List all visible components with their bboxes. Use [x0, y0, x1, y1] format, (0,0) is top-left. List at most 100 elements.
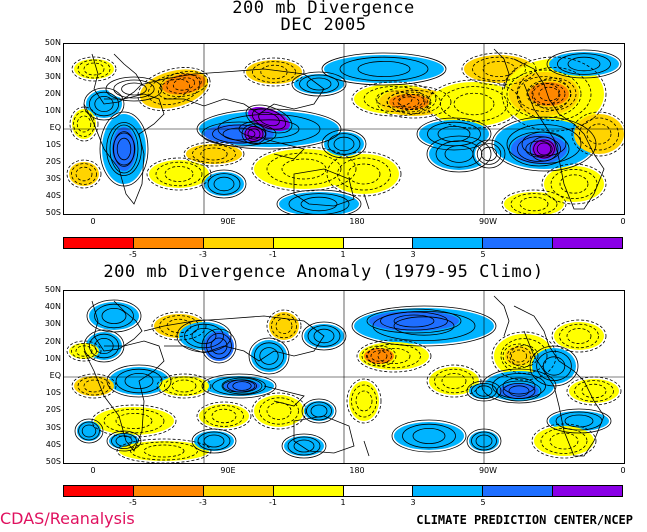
contour-line	[81, 424, 97, 438]
contour-line	[226, 379, 257, 393]
contour-region	[89, 302, 139, 330]
contour-line	[75, 345, 93, 357]
contour-line	[201, 328, 237, 364]
contour-line	[508, 131, 570, 167]
contour-line	[146, 157, 212, 191]
contour-line	[259, 397, 299, 425]
lat-tick-label: 50N	[44, 38, 61, 47]
contour-line	[502, 383, 536, 400]
contour-region	[499, 383, 539, 399]
contour-line	[367, 343, 421, 369]
colorbar-tick-label: -5	[129, 250, 137, 259]
contour-line	[113, 79, 155, 99]
contour-line	[159, 315, 199, 337]
coastline	[293, 415, 355, 454]
lon-tick-label: 90E	[220, 217, 236, 226]
contour-region	[394, 422, 464, 450]
contour-line	[113, 131, 135, 167]
contour-line	[546, 408, 612, 434]
contour-line	[71, 163, 97, 185]
contour-region	[119, 441, 209, 461]
lat-tick-label: 50S	[45, 208, 61, 217]
lat-tick-label: EQ	[49, 123, 61, 132]
contour-line	[201, 373, 277, 399]
contour-line	[116, 438, 212, 463]
contour-line	[77, 376, 111, 396]
contour-line	[355, 390, 373, 412]
colorbar-tick-label: 1	[340, 250, 346, 259]
map2-canvas	[64, 291, 624, 463]
contour-line	[307, 325, 341, 347]
contour-line	[509, 344, 539, 368]
contour-line	[76, 115, 92, 133]
contour-line	[361, 345, 397, 367]
contour-region	[199, 404, 249, 428]
colorbar-tick-label: 1	[340, 498, 346, 507]
contour-line	[221, 377, 263, 395]
contour-line	[351, 384, 377, 418]
contour-line	[532, 83, 566, 105]
contour-line	[251, 108, 287, 130]
lon-tick-label: 90E	[220, 466, 236, 475]
contour-line	[461, 52, 537, 86]
contour-line	[266, 309, 302, 343]
contour-line	[357, 60, 411, 77]
contour-line	[211, 408, 237, 424]
lat-tick-label: 30N	[44, 319, 61, 329]
contour-line	[121, 82, 147, 96]
contour-line	[166, 74, 202, 94]
contour-line	[287, 436, 321, 456]
contour-line	[259, 347, 279, 365]
contour-line	[197, 431, 231, 451]
contour-line	[75, 166, 93, 182]
contour-line	[115, 368, 163, 394]
colorbar-swatch	[64, 238, 134, 248]
lat-tick-label: 10N	[44, 353, 61, 363]
contour-line	[137, 67, 211, 111]
lon-tick-label: 0	[90, 466, 96, 475]
lon-tick-label: 180	[349, 466, 365, 475]
contour-line	[517, 76, 571, 112]
contour-line	[566, 376, 622, 406]
contour-region	[532, 139, 556, 159]
contour-line	[502, 343, 536, 369]
lon-tick-label: 180	[349, 217, 365, 226]
coastline	[493, 48, 510, 90]
contour-line	[253, 342, 284, 370]
colorbar-swatch	[553, 486, 622, 496]
contour-line	[386, 91, 432, 113]
contour-line	[306, 401, 332, 421]
contour-line	[71, 373, 117, 399]
contour-line	[437, 126, 471, 143]
contour-line	[74, 418, 104, 444]
contour-region	[529, 82, 569, 106]
contour-line	[546, 49, 622, 79]
contour-line	[300, 196, 338, 212]
contour-region	[304, 401, 334, 421]
contour-line	[200, 147, 228, 161]
lon-tick-label: 90W	[478, 217, 498, 226]
map-title-line1: 200 mb Divergence	[232, 0, 415, 18]
contour-line	[542, 356, 566, 376]
lat-tick-label: 30S	[45, 174, 61, 183]
contour-line	[412, 427, 446, 444]
contour-line	[222, 127, 256, 141]
contour-line	[281, 433, 327, 459]
lat-tick-label: 30S	[45, 422, 61, 432]
lon-tick-label: 90W	[478, 466, 498, 475]
contour-line	[91, 404, 177, 438]
contour-line	[306, 77, 332, 91]
contour-region	[554, 322, 604, 350]
contour-region	[364, 348, 394, 364]
contour-line	[69, 106, 99, 142]
map-title-line2: DEC 2005	[280, 15, 367, 35]
contour-line	[326, 151, 402, 197]
contour-line	[159, 71, 209, 97]
colorbar-tick-label: -1	[269, 250, 277, 259]
contour-region	[269, 312, 299, 340]
map1-canvas	[64, 44, 624, 214]
contour-line	[244, 126, 264, 143]
contour-region	[569, 379, 619, 403]
contour-line	[526, 79, 572, 109]
lon-tick-label: 0	[620, 466, 626, 475]
